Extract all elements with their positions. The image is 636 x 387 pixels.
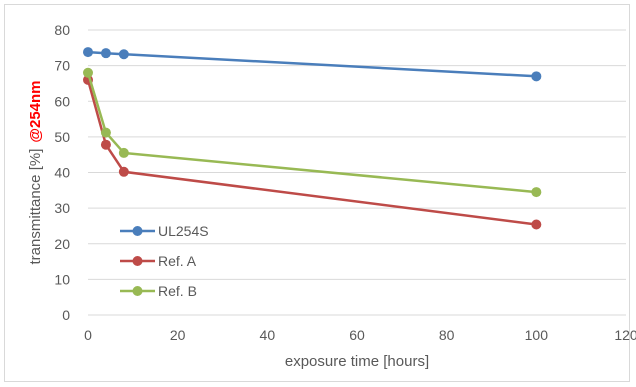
data-point-ul254s [100, 48, 111, 59]
x-tick-label: 80 [439, 327, 455, 343]
y-tick-label: 80 [54, 22, 70, 38]
series-line-ref-b [86, 72, 537, 194]
legend-label: Ref. A [158, 253, 197, 269]
y-axis-title: transmittance [%] @254nm [27, 80, 44, 264]
y-tick-label: 50 [54, 129, 70, 145]
y-tick-label: 0 [62, 307, 70, 323]
x-tick-label: 40 [260, 327, 276, 343]
data-point-ref-a [531, 219, 542, 230]
x-tick-label: 120 [614, 327, 636, 343]
legend: UL254S Ref. A Ref. B [120, 223, 209, 299]
series-layer [83, 47, 542, 230]
y-axis-title-highlight: @254nm [27, 80, 44, 142]
y-tick-label: 30 [54, 200, 70, 216]
data-point-ref-a [118, 166, 129, 177]
data-point-ul254s [83, 47, 93, 58]
x-tick-label: 20 [170, 327, 186, 343]
x-tick-label: 60 [349, 327, 365, 343]
legend-item-ref-b: Ref. B [120, 283, 197, 299]
legend-label: UL254S [158, 223, 209, 239]
x-tick-label: 100 [525, 327, 549, 343]
y-tick-label: 70 [54, 58, 70, 74]
legend-item-ref-a: Ref. A [120, 253, 197, 269]
y-tick-label: 40 [54, 165, 70, 181]
data-point-ul254s [531, 71, 542, 82]
legend-label: Ref. B [158, 283, 197, 299]
series-line-ul254s [87, 50, 537, 78]
y-tick-label: 10 [54, 271, 70, 287]
y-axis-title-main: transmittance [%] [27, 149, 44, 265]
y-axis-ticks: 0 10 20 30 40 50 60 70 80 [54, 22, 70, 323]
x-axis-title: exposure time [hours] [285, 353, 429, 370]
data-point-ref-b [531, 187, 542, 198]
legend-item-ul254s: UL254S [120, 223, 209, 239]
gridlines [88, 29, 626, 280]
data-point-ref-b [83, 67, 93, 78]
y-tick-label: 20 [54, 236, 70, 252]
x-tick-label: 0 [84, 327, 92, 343]
data-point-ul254s [118, 49, 129, 60]
chart-area [4, 4, 630, 382]
legend-swatch-marker [132, 286, 143, 296]
y-tick-label: 60 [54, 93, 70, 109]
x-axis-ticks: 0 20 40 60 80 100 120 [84, 327, 636, 343]
legend-swatch-marker [132, 226, 143, 236]
legend-swatch-marker [132, 256, 143, 266]
series-line-ref-a [86, 79, 537, 226]
data-point-ref-a [100, 139, 111, 150]
data-point-ref-b [100, 127, 111, 138]
data-point-ref-b [118, 147, 129, 158]
